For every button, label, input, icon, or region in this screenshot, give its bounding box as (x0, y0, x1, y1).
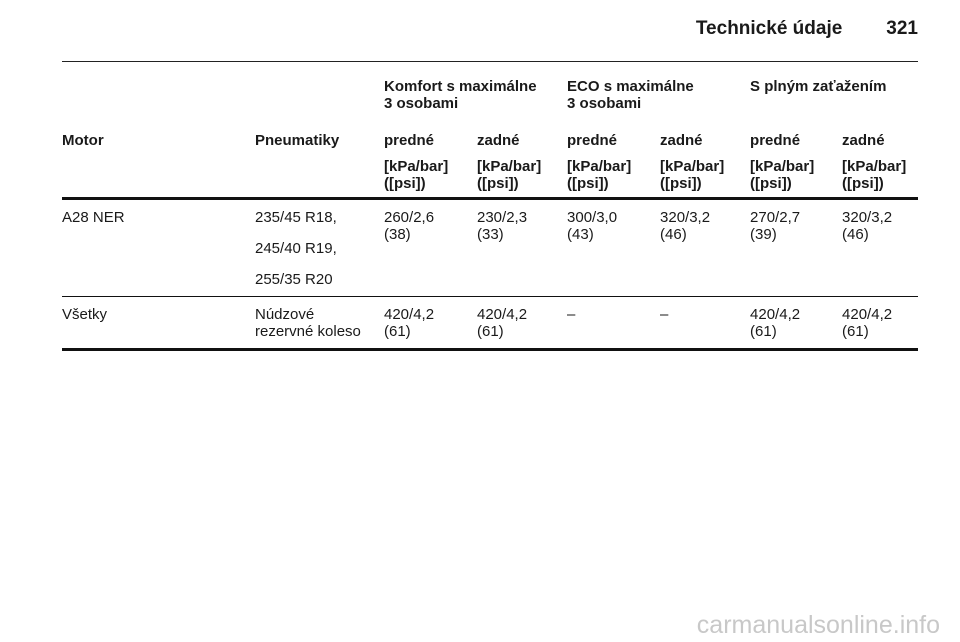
unit-cell: [kPa/bar] ([psi]) (567, 158, 661, 200)
unit-cell: [kPa/bar] ([psi]) (477, 158, 568, 200)
unit-cell: [kPa/bar] ([psi]) (660, 158, 751, 200)
unit-cell: [kPa/bar] ([psi]) (842, 158, 919, 200)
group-header: S plným zaťažením (750, 78, 887, 95)
empty-cell (62, 158, 255, 200)
data-row: A28 NER 235/45 R18, 245/40 R19, 255/35 R20 2… (62, 198, 919, 297)
cell: Všetky (62, 296, 255, 351)
cell: 300/3,0 (43) (567, 198, 661, 297)
cell: 320/3,2 (46) (660, 198, 751, 297)
group-header: ECO s maximálne 3 osobami (567, 78, 694, 112)
pressure-table: Komfort s maximálne 3 osobami ECO s maxim… (62, 78, 919, 351)
cell: 420/4,2 (61) (477, 296, 568, 351)
column-row: Motor Pneumatiky predné zadné predné zadné pre… (62, 132, 918, 158)
group-header: Komfort s maximálne 3 osobami (384, 78, 537, 112)
page-header: Technické údaje 321 (696, 18, 918, 40)
cell: 230/2,3 (33) (477, 198, 568, 297)
column-header: zadné (842, 132, 885, 149)
tire-size: 255/35 R20 (255, 271, 333, 288)
unit-cell: [kPa/bar] ([psi]) (384, 158, 477, 200)
group-row: Komfort s maximálne 3 osobami ECO s maxim… (62, 78, 918, 132)
header-title: Technické údaje (695, 18, 843, 39)
column-header: zadné (477, 132, 520, 149)
cell: 270/2,7 (39) (750, 198, 843, 297)
empty-cell (255, 78, 384, 132)
column-header: predné (384, 132, 435, 149)
tire-size: 235/45 R18, (255, 209, 337, 226)
cell: – (567, 296, 661, 351)
unit-cell: [kPa/bar] ([psi]) (750, 158, 843, 200)
column-header: zadné (660, 132, 703, 149)
column-header: predné (750, 132, 801, 149)
cell: 235/45 R18, 245/40 R19, 255/35 R20 (255, 198, 384, 297)
watermark: carmanualsonline.info (696, 611, 940, 639)
header-rule (62, 61, 918, 62)
cell: 320/3,2 (46) (842, 198, 919, 297)
cell: 260/2,6 (38) (384, 198, 477, 297)
units-row: [kPa/bar] ([psi]) [kPa/bar] ([psi]) [kPa/b… (62, 158, 919, 200)
data-row: Všetky Núdzové rezervné koleso 420/4,2 (61… (62, 296, 919, 351)
cell: – (660, 296, 751, 351)
cell: 420/4,2 (61) (842, 296, 919, 351)
column-header: predné (567, 132, 618, 149)
cell: 420/4,2 (61) (750, 296, 843, 351)
cell: Núdzové rezervné koleso (255, 296, 384, 351)
cell: A28 NER (62, 198, 255, 297)
tire-size: 245/40 R19, (255, 240, 337, 257)
empty-cell (255, 158, 384, 200)
empty-cell (62, 78, 255, 132)
column-header: Pneumatiky (255, 132, 340, 149)
cell: 420/4,2 (61) (384, 296, 477, 351)
page-number: 321 (886, 18, 918, 39)
column-header: Motor (62, 132, 104, 149)
